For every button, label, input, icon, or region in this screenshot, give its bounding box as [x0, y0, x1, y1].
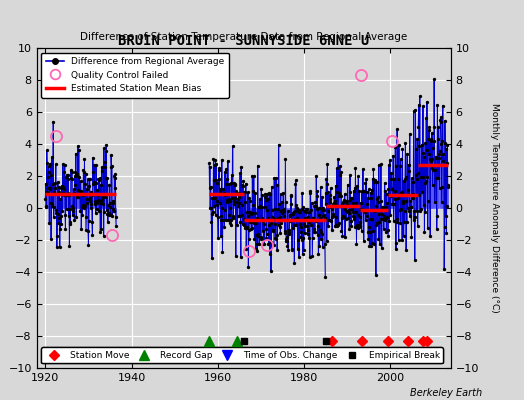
Text: Difference of Station Temperature Data from Regional Average: Difference of Station Temperature Data f…	[80, 32, 407, 42]
Y-axis label: Monthly Temperature Anomaly Difference (°C): Monthly Temperature Anomaly Difference (…	[490, 103, 499, 313]
Title: BRUIN POINT - SUNNYSIDE 6NNE U: BRUIN POINT - SUNNYSIDE 6NNE U	[118, 34, 369, 48]
Text: Berkeley Earth: Berkeley Earth	[410, 388, 482, 398]
Legend: Station Move, Record Gap, Time of Obs. Change, Empirical Break: Station Move, Record Gap, Time of Obs. C…	[41, 347, 443, 364]
